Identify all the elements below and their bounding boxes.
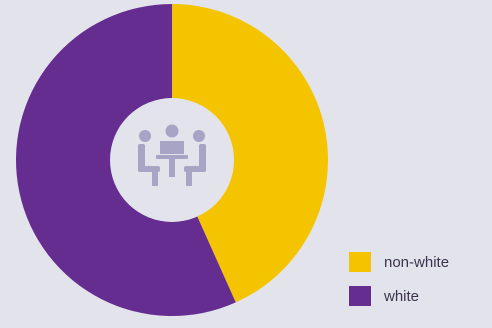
legend-swatch-white	[349, 286, 371, 306]
legend-item-white: white	[349, 286, 449, 306]
legend: non-white white	[349, 252, 449, 306]
meeting-table-icon	[138, 124, 206, 186]
slice-non-white	[172, 4, 328, 303]
legend-label-non-white: non-white	[384, 253, 450, 271]
legend-item-non-white: non-white	[349, 252, 449, 272]
legend-label-white: white	[384, 287, 420, 305]
legend-swatch-non-white	[349, 252, 371, 272]
